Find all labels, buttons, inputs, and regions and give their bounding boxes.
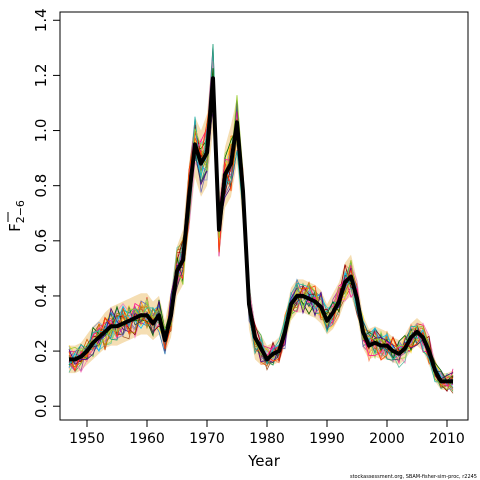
svg-text:F2−6: F2−6 (6, 200, 27, 232)
simulation-line-27 (68, 78, 454, 388)
y-tick-label-0: 0.0 (32, 394, 50, 418)
y-tick-label-3: 0.6 (32, 229, 50, 253)
footer-credit: stockassessment.org, SBAM-fisher-sim-pro… (350, 474, 477, 480)
y-axis: 0.0 0.2 0.4 0.6 0.8 1.0 1.2 1.4 (32, 8, 61, 418)
estimate-line-layer (69, 76, 453, 384)
y-tick-label-7: 1.4 (32, 8, 50, 32)
y-tick-label-6: 1.2 (32, 63, 50, 87)
y-tick-label-5: 1.0 (32, 119, 50, 143)
y-axis-label-main: F (6, 223, 24, 232)
x-tick-label-1990: 1990 (309, 431, 345, 447)
x-tick-label-1960: 1960 (129, 431, 165, 447)
estimate-line (69, 76, 453, 384)
x-tick-label-2000: 2000 (369, 431, 405, 447)
y-axis-label-subscript: 2−6 (14, 200, 27, 223)
x-axis: 1950 1960 1970 1980 1990 2000 2010 (69, 419, 465, 447)
y-axis-label: F2−6 (6, 200, 27, 232)
y-tick-label-2: 0.4 (32, 284, 50, 308)
x-tick-label-1950: 1950 (69, 431, 105, 447)
x-tick-label-1980: 1980 (249, 431, 285, 447)
x-axis-label: Year (247, 452, 281, 470)
y-tick-label-4: 0.8 (32, 174, 50, 198)
y-tick-label-1: 0.2 (32, 339, 50, 363)
x-tick-label-2010: 2010 (429, 431, 465, 447)
x-tick-label-1970: 1970 (189, 431, 225, 447)
